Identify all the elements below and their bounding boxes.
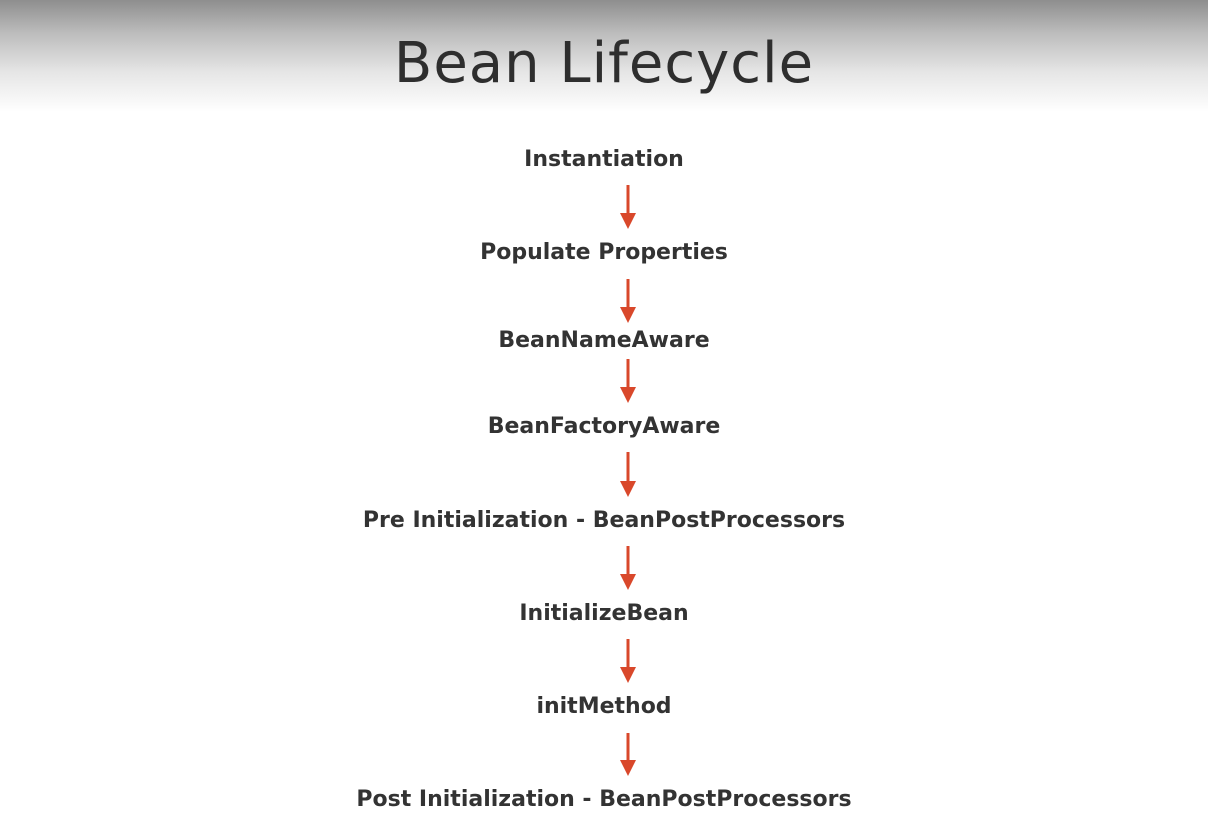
step-post-initialization: Post Initialization - BeanPostProcessors <box>356 787 852 812</box>
arrow-5 <box>620 546 636 590</box>
arrow-4 <box>620 452 636 497</box>
step-pre-initialization: Pre Initialization - BeanPostProcessors <box>362 508 846 533</box>
arrow-2 <box>620 279 636 323</box>
step-init-method: initMethod <box>536 694 672 719</box>
step-bean-name-aware: BeanNameAware <box>498 328 710 353</box>
arrow-1 <box>620 185 636 229</box>
arrow-6 <box>620 639 636 683</box>
header-band <box>0 0 1208 112</box>
step-instantiation: Instantiation <box>524 147 684 172</box>
slide-title: Bean Lifecycle <box>393 31 815 96</box>
step-populate-properties: Populate Properties <box>480 240 728 265</box>
arrow-7 <box>620 733 636 776</box>
step-bean-factory-aware: BeanFactoryAware <box>487 414 721 439</box>
arrow-3 <box>620 359 636 403</box>
step-initialize-bean: InitializeBean <box>519 601 689 626</box>
